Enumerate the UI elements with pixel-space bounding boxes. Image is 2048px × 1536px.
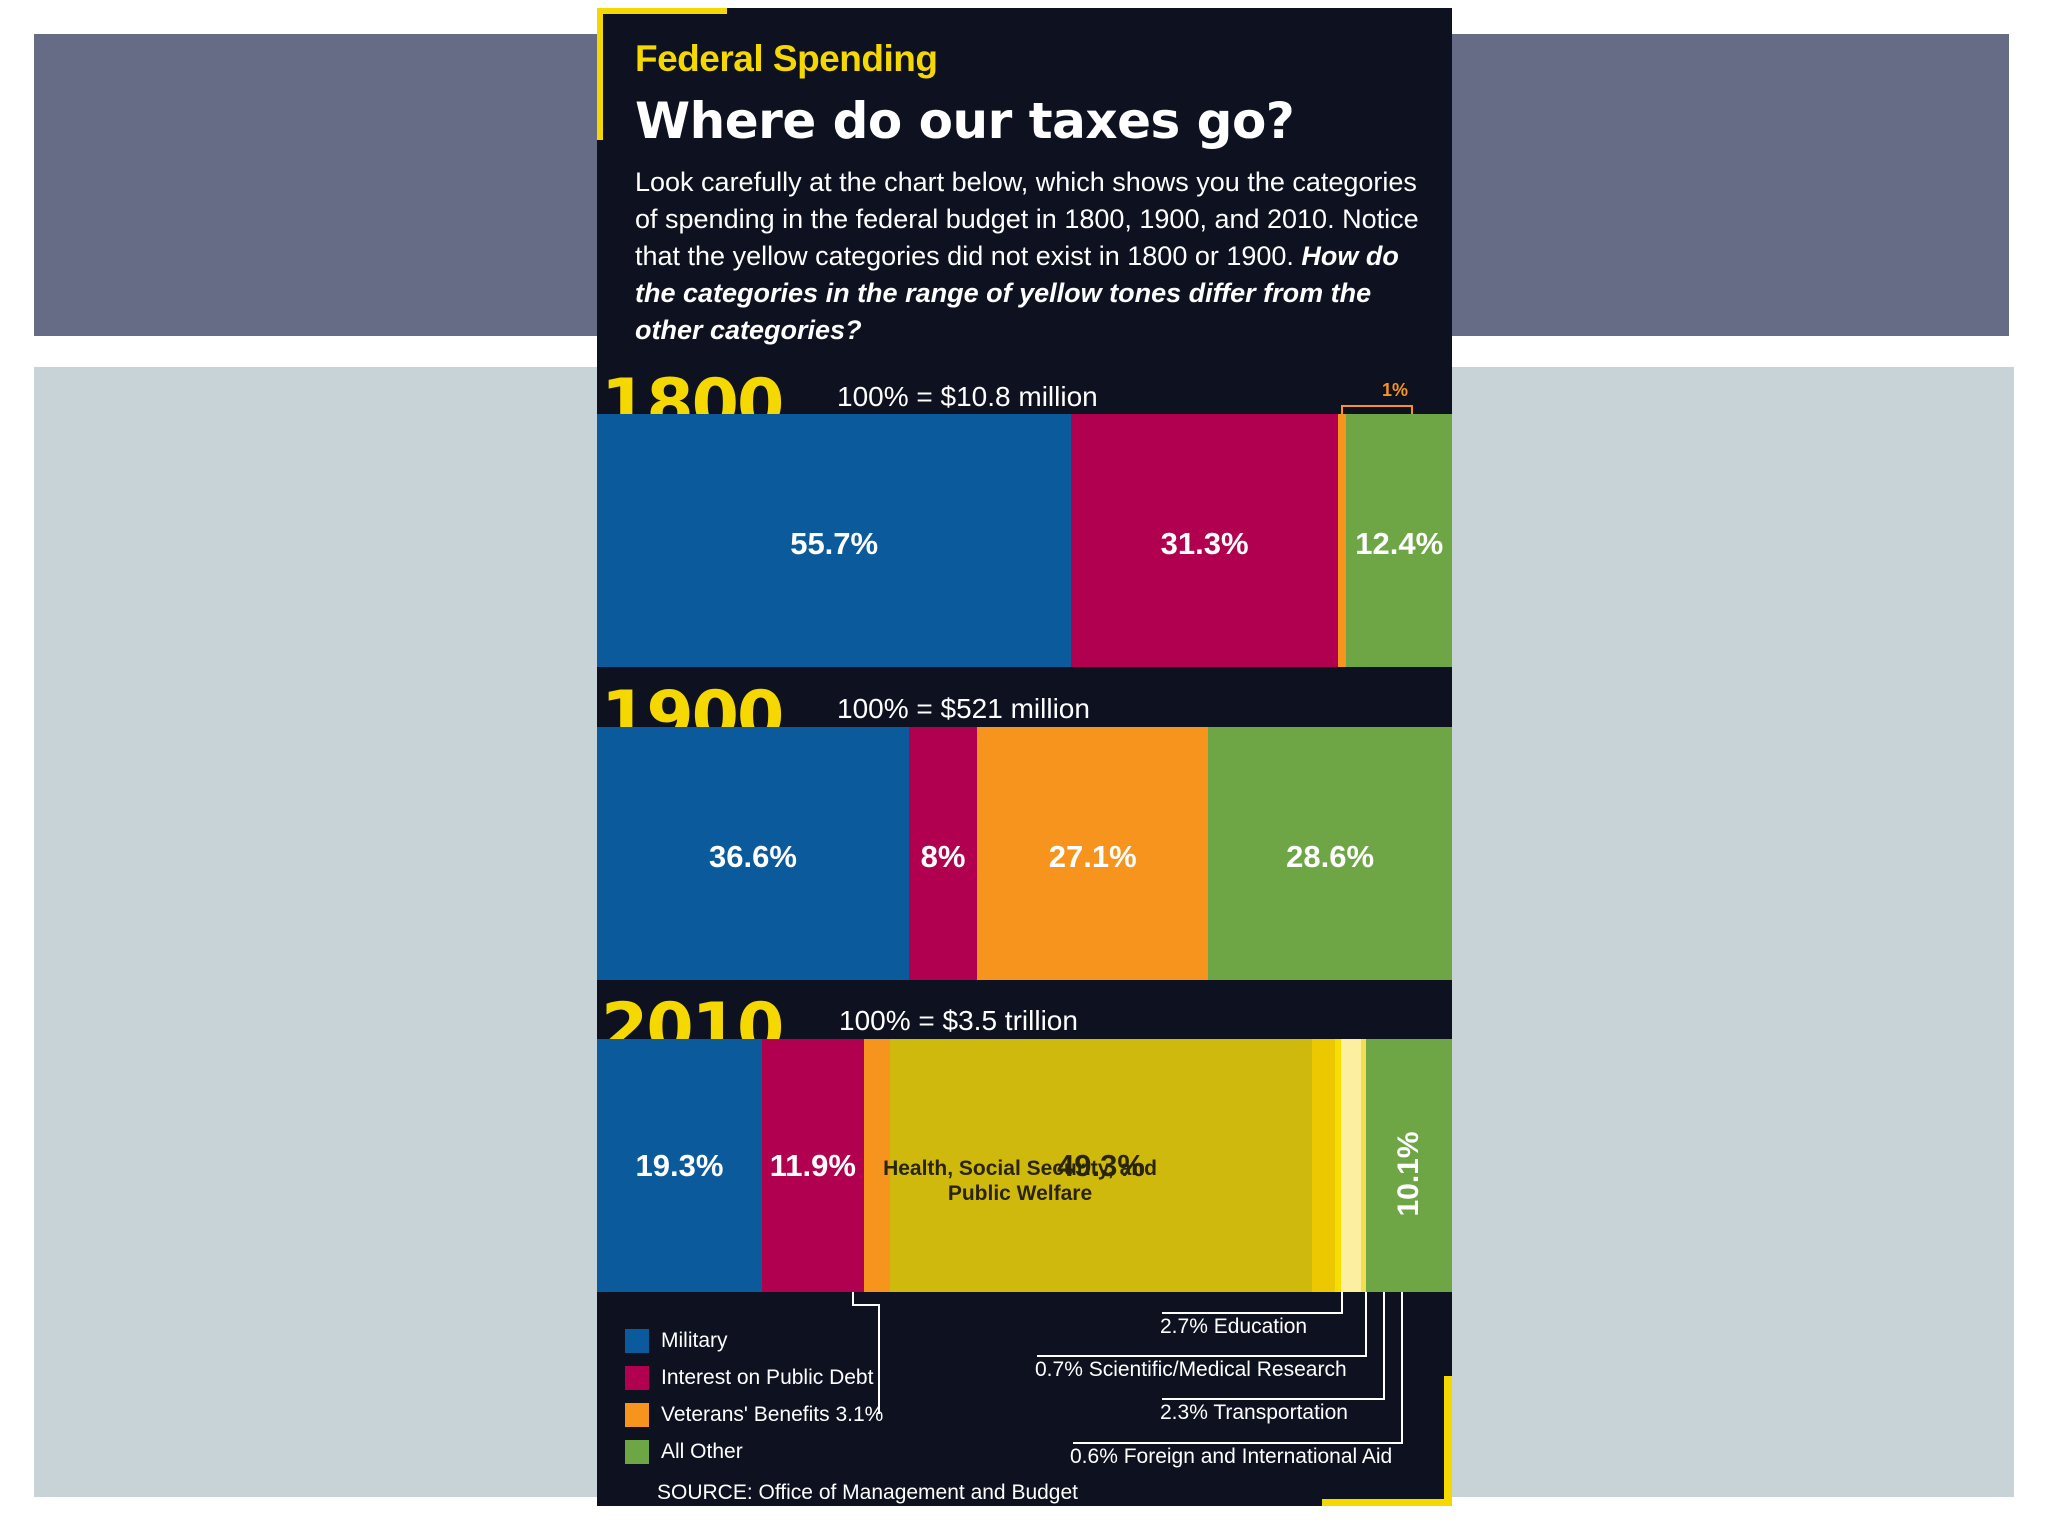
bar-segment-2010-health-social-security-and-public-welfare — [890, 1039, 1314, 1292]
legend-label-all-other: All Other — [661, 1440, 743, 1463]
bar-segment-2010-scientific-medical-research — [1334, 1039, 1342, 1292]
segment-label-1900-veterans-benefits: 27.1% — [1048, 839, 1137, 874]
legend-label-interest: Interest on Public Debt — [661, 1366, 874, 1389]
research-leader-h — [1037, 1355, 1367, 1357]
bar-segment-2010-all-other — [1365, 1039, 1452, 1292]
segment-label-1900-all-other: 28.6% — [1286, 839, 1375, 874]
bar-segment-2010-education — [1311, 1039, 1336, 1292]
segment-label-2010-health-social-security-and-public-welfare: 49.3% — [1057, 1148, 1145, 1183]
veterans-leader-down — [878, 1304, 880, 1414]
intro-question: How do the categories in the range of ye… — [635, 241, 1399, 345]
accent-corner-horizontal — [1322, 1499, 1452, 1506]
bar-segment-1900-interest-on-public-debt — [908, 727, 978, 980]
bar-segment-1800-veterans-benefits — [1337, 414, 1348, 667]
bar-segment-1900-veterans-benefits — [977, 727, 1210, 980]
aid-leader-v — [1401, 1292, 1403, 1444]
segment-label-1800-all-other: 12.4% — [1355, 526, 1444, 561]
bar-segment-1900-military — [597, 727, 910, 980]
legend-swatch-military — [625, 1329, 649, 1353]
callout-research: 0.7% Scientific/Medical Research — [1035, 1358, 1347, 1381]
health-category-label: Health, Social Security, and Public Welf… — [883, 1157, 1157, 1205]
research-leader-v — [1365, 1292, 1367, 1357]
callout-foreign-aid: 0.6% Foreign and International Aid — [1070, 1445, 1393, 1468]
bar-segment-1800-all-other — [1346, 414, 1452, 667]
segment-label-1900-interest-on-public-debt: 8% — [920, 839, 966, 874]
legend-label-military: Military — [661, 1329, 728, 1352]
bar-segment-2010-interest-on-public-debt — [762, 1039, 865, 1292]
aid-leader-h — [1073, 1442, 1403, 1444]
veterans-leader-drop — [852, 1292, 854, 1304]
education-leader-h — [1162, 1312, 1343, 1314]
total-label-1900: 100% = $521 million — [837, 693, 1090, 724]
callout-education: 2.7% Education — [1160, 1315, 1308, 1338]
bar-segment-2010-transportation — [1340, 1039, 1362, 1292]
bar-2010: 19.3% 11.9% 49.3% 10.1% — [597, 1039, 1452, 1292]
bar-segment-1800-interest-on-public-debt — [1071, 414, 1340, 667]
transport-leader-v — [1383, 1292, 1385, 1400]
segment-label-1900-military: 36.6% — [709, 839, 797, 874]
segment-label-2010-military: 19.3% — [635, 1148, 724, 1183]
legend-label-veterans: Veterans' Benefits 3.1% — [661, 1403, 884, 1426]
veterans-leader-across — [852, 1304, 880, 1306]
legend-swatch-interest — [625, 1366, 649, 1390]
segment-label-2010-interest-on-public-debt: 11.9% — [769, 1148, 856, 1183]
segment-label-1800-interest-on-public-debt: 31.3% — [1160, 526, 1249, 561]
intro-plain: Look carefully at the chart below, which… — [635, 167, 1419, 271]
intro-text: Look carefully at the chart below, which… — [635, 164, 1435, 349]
legend-swatch-all-other — [625, 1440, 649, 1464]
segment-label-2010-all-other: 10.1% — [1391, 1131, 1425, 1217]
chart-title: Where do our taxes go? — [635, 92, 1295, 150]
accent-bar-top — [597, 8, 727, 14]
infographic-panel: Federal Spending Where do our taxes go? … — [597, 8, 1452, 1506]
total-label-1800: 100% = $10.8 million — [837, 381, 1098, 412]
bar-1900: 36.6% 8% 27.1% 28.6% — [597, 727, 1452, 980]
bar-segment-1900-all-other — [1208, 727, 1452, 980]
bar-segment-1800-military — [597, 414, 1072, 667]
source-note: SOURCE: Office of Management and Budget — [657, 1481, 1079, 1504]
one-percent-label: 1% — [1382, 380, 1409, 400]
bar-segment-2010-veterans-benefits — [863, 1039, 892, 1292]
kicker-title: Federal Spending — [635, 38, 938, 79]
segment-label-1800-military: 55.7% — [790, 526, 879, 561]
bar-segment-2010-foreign-and-international-aid — [1360, 1039, 1367, 1292]
bar-1800: 55.7% 31.3% 12.4% — [597, 414, 1452, 667]
education-leader-v — [1341, 1292, 1343, 1314]
accent-corner-vertical — [1444, 1376, 1452, 1506]
total-label-2010: 100% = $3.5 trillion — [839, 1005, 1078, 1036]
bar-segment-2010-military — [597, 1039, 763, 1292]
transport-leader-h — [1162, 1398, 1385, 1400]
callout-transportation: 2.3% Transportation — [1160, 1401, 1348, 1424]
accent-bar-left — [597, 8, 603, 140]
one-percent-bracket — [1341, 405, 1413, 414]
legend-swatch-veterans — [625, 1403, 649, 1427]
